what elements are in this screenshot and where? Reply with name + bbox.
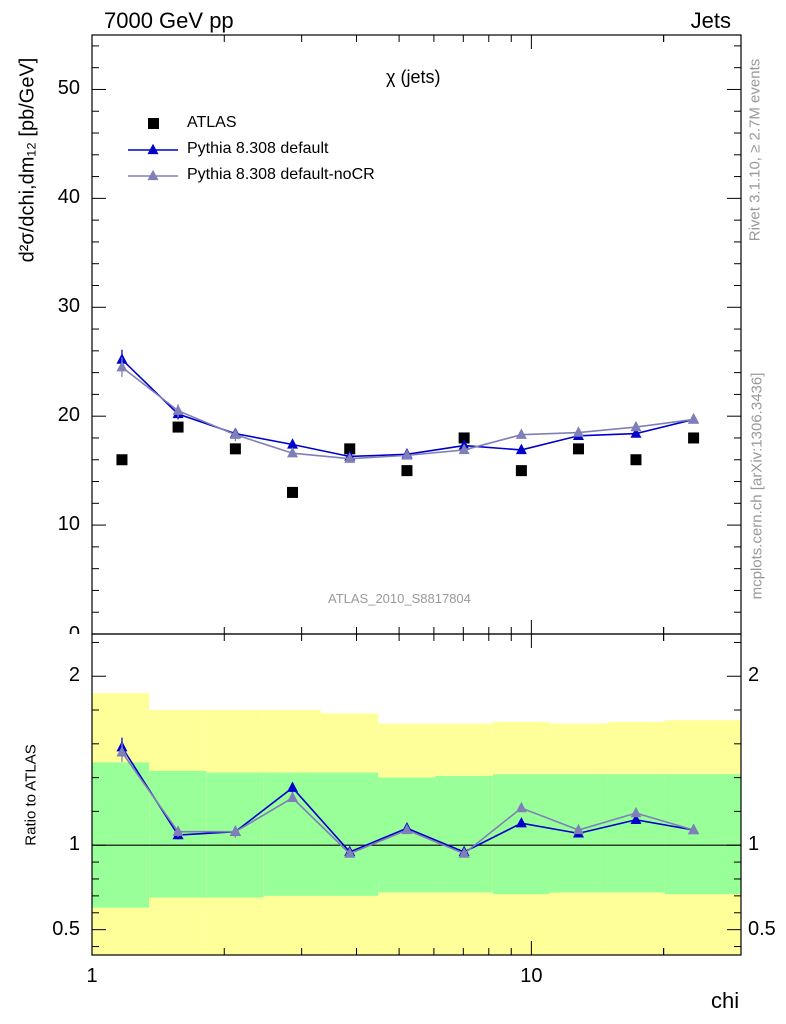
legend-marker-pythia-nocr <box>147 169 159 181</box>
pythia-nocr-ratio-point-8 <box>572 823 584 835</box>
y-tick-label-50: 50 <box>57 77 80 100</box>
atlas-point-1 <box>172 421 184 433</box>
pythia-nocr-point-3 <box>287 446 299 458</box>
y-tick-label-0-clipped: 0 <box>68 623 80 634</box>
pythia-nocr-point-7 <box>515 428 527 439</box>
axis-ticks <box>91 35 742 955</box>
atlas-point-0 <box>116 454 128 466</box>
legend-marks <box>128 118 178 181</box>
pythia-default-point-3 <box>287 438 299 449</box>
pythia-nocr-point-1 <box>172 404 184 415</box>
legend-label-atlas: ATLAS <box>187 114 237 131</box>
atlas-point-3 <box>287 486 299 498</box>
ratio-tick-label-left-1: 1 <box>68 833 80 856</box>
inner-band-10 <box>664 774 741 895</box>
pythia-nocr-ratio-point-3 <box>287 791 299 803</box>
pythia-default-point-9 <box>630 427 642 438</box>
pythia-default-line <box>121 358 694 458</box>
pythia-nocr-ratio-point-7 <box>515 801 527 813</box>
ratio-axis-label: Ratio to ATLAS <box>22 744 40 846</box>
mcplots-label: mcplots.cern.ch [arXiv:1306.3436] <box>748 372 766 600</box>
legend-marker-atlas <box>148 118 159 129</box>
x-tick-label-10: 10 <box>520 965 543 987</box>
ratio-tick-label-left-0.5: 0.5 <box>52 917 80 940</box>
x-axis-label: chi <box>711 988 740 1013</box>
inner-band-7 <box>492 774 550 895</box>
pythia-default-ratio-point-3 <box>287 781 299 792</box>
y-tick-label-30: 30 <box>57 295 80 318</box>
y-tick-label-10: 10 <box>57 513 80 536</box>
legend-label-pythia-default: Pythia 8.308 default <box>187 140 329 157</box>
process-label: Jets <box>690 8 731 33</box>
pythia-nocr-point-9 <box>630 420 642 432</box>
atlas-point-2 <box>229 443 241 455</box>
pythia-nocr-ratio-point-1 <box>172 825 184 836</box>
atlas-point-9 <box>630 454 642 466</box>
rivet-label: Rivet 3.1.10, ≥ 2.7M events <box>746 58 764 242</box>
pythia-default-ratio-point-9 <box>630 813 642 825</box>
atlas-point-8 <box>572 443 584 455</box>
y-tick-label-20: 20 <box>57 404 80 427</box>
pythia-nocr-ratio-point-2 <box>229 825 241 836</box>
atlas-point-4 <box>344 443 356 455</box>
pythia-nocr-ratio-point-5 <box>401 823 413 835</box>
pythia-nocr-point-10 <box>688 413 700 424</box>
pythia-default-ratio-point-7 <box>515 816 527 828</box>
energy-label: 7000 GeV pp <box>104 8 234 33</box>
y-tick-label-40: 40 <box>57 186 80 209</box>
inner-band-9 <box>607 774 665 893</box>
chart-title: χ (jets) <box>386 67 441 87</box>
pythia-nocr-point-8 <box>572 426 584 437</box>
inner-band-5 <box>378 777 436 893</box>
pythia-nocr-ratio-point-10 <box>688 823 700 835</box>
ratio-tick-label-left-2: 2 <box>68 664 80 687</box>
pythia-nocr-ratio-point-9 <box>630 806 642 818</box>
legend-marker-pythia-default <box>147 143 159 155</box>
pythia-default-point-7 <box>515 443 527 455</box>
pythia-nocr-ratio-point-0 <box>116 745 128 757</box>
pythia-nocr-ratio-point-6 <box>458 847 470 858</box>
pythia-nocr-ratio-point-4 <box>344 847 356 858</box>
pythia-nocr-point-0 <box>116 360 128 372</box>
analysis-label: ATLAS_2010_S8817804 <box>328 591 471 606</box>
ratio-tick-label-right-2: 2 <box>748 664 760 687</box>
ratio-frame-box <box>91 633 742 956</box>
ratio-tick-label-right-0.5: 0.5 <box>748 917 776 940</box>
pythia-nocr-point-6 <box>458 443 470 455</box>
atlas-point-7 <box>515 465 527 477</box>
pythia-nocr-point-2 <box>229 428 241 439</box>
inner-band-6 <box>435 775 493 893</box>
x-tick-label-1: 1 <box>86 965 98 987</box>
pythia-nocr-point-5 <box>401 449 413 460</box>
series-layer <box>116 349 700 858</box>
atlas-point-10 <box>688 432 700 444</box>
y-axis-label: d²σ/dchi,dm₁₂ [pb/GeV] <box>16 57 39 263</box>
ratio-tick-label-right-1: 1 <box>748 833 760 856</box>
inner-band-0 <box>92 762 150 908</box>
ratio-bands <box>92 693 741 955</box>
pythia-nocr-point-4 <box>344 452 356 463</box>
atlas-point-5 <box>401 465 413 477</box>
legend-label-pythia-nocr: Pythia 8.308 default-noCR <box>187 166 375 183</box>
pythia-nocr-line <box>121 366 694 460</box>
atlas-point-6 <box>458 432 470 444</box>
ratio-plot-frame <box>91 633 742 956</box>
